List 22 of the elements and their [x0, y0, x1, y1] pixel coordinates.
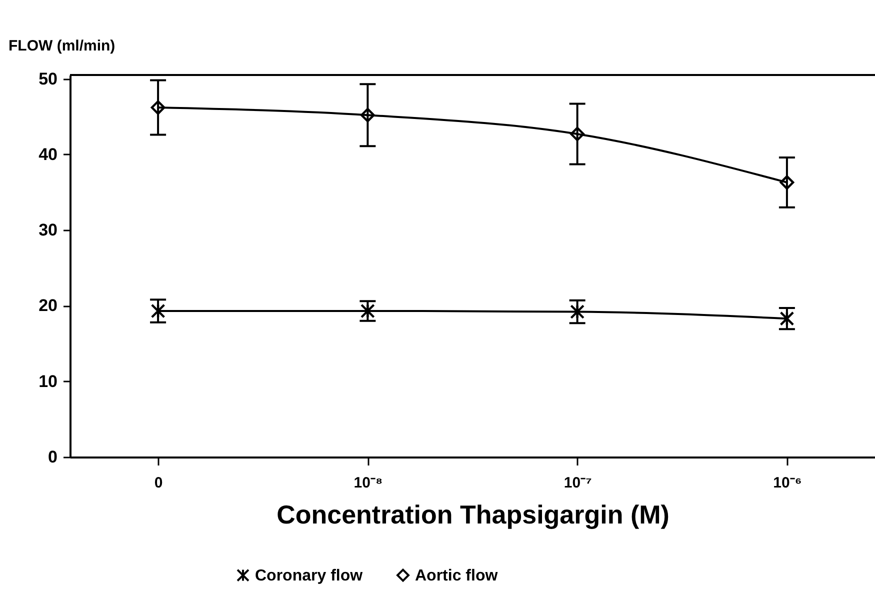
point [360, 304, 375, 318]
y-tick-label: 40 [38, 144, 58, 164]
legend-label: Coronary flow [255, 567, 364, 584]
y-axis-title: FLOW (ml/min) [8, 38, 116, 54]
point [780, 311, 794, 326]
y-tick-label: 50 [38, 69, 58, 88]
y-tick-label: 30 [38, 220, 58, 240]
point [570, 304, 585, 319]
x-tick-label: 10⁻⁷ [564, 474, 592, 492]
y-tick-label: 0 [48, 448, 58, 466]
point [360, 108, 375, 122]
x-axis-title: Concentration Thapsigargin (M) [276, 500, 670, 530]
y-tick-label: 20 [38, 296, 58, 316]
legend-label: Aortic flow [415, 567, 498, 584]
point [780, 175, 794, 190]
x-tick-label: 10⁻⁶ [773, 474, 802, 492]
point [150, 304, 166, 318]
point [150, 100, 166, 115]
x-tick-label: 10⁻⁸ [354, 474, 383, 492]
x-tick-label: 0 [154, 474, 163, 492]
point [570, 126, 585, 142]
y-tick-label: 10 [38, 372, 58, 391]
